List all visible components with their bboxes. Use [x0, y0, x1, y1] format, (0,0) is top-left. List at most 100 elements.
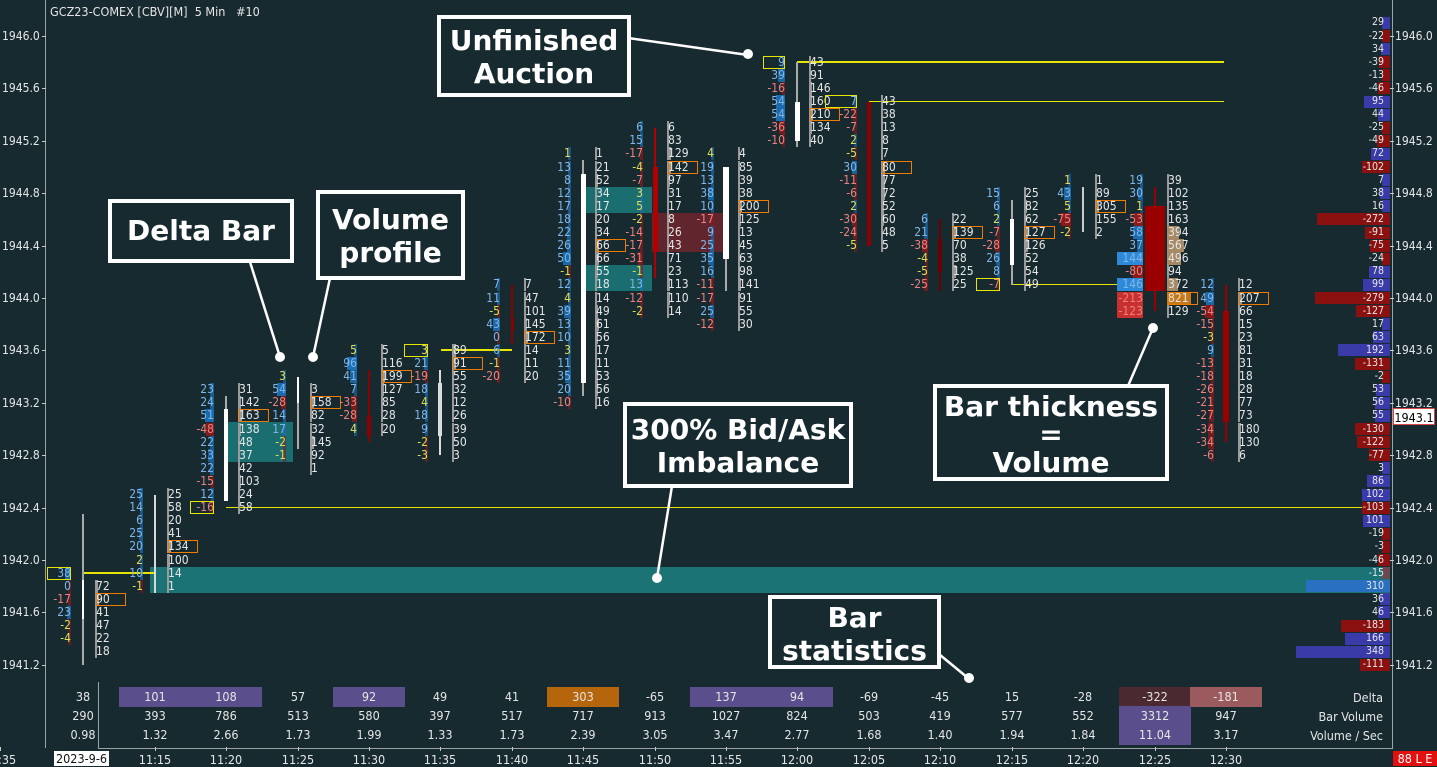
volume-profile-bar: [1095, 212, 1097, 226]
delta-intensity-bar: [640, 291, 643, 305]
stat-bar-volume: 824: [786, 708, 808, 723]
volume-profile-bar: [452, 448, 454, 462]
time-label: 11:40: [495, 752, 529, 767]
volume-profile-bar: [452, 396, 454, 410]
session-profile-value: -15: [1368, 566, 1384, 579]
delta-intensity-bar: [567, 226, 571, 239]
price-label-left: 1941.6: [2, 605, 40, 620]
delta-cell: -10: [767, 133, 785, 148]
volume-cell: 62: [1025, 211, 1039, 226]
delta-intensity-bar: [497, 370, 500, 384]
delta-cell: 10: [129, 565, 143, 580]
volume-profile-bar: [881, 108, 883, 122]
volume-cell: 63: [739, 251, 753, 266]
delta-intensity-bar: [68, 632, 71, 646]
delta-intensity-bar: [922, 239, 928, 253]
price-tick: [42, 36, 46, 37]
delta-intensity-bar: [425, 343, 428, 357]
delta-cell: -6: [1203, 447, 1214, 462]
delta-intensity-bar: [1133, 226, 1143, 239]
price-tick: [42, 350, 46, 352]
volume-profile-bar: [310, 422, 312, 436]
delta-cell: -4: [632, 159, 643, 174]
volume-cell: 22: [96, 631, 110, 646]
delta-intensity-bar: [640, 160, 643, 174]
session-profile-value: -2: [1374, 370, 1384, 383]
delta-cell: 43: [1057, 185, 1071, 200]
delta-intensity-bar: [711, 265, 714, 279]
volume-cell: 1: [311, 460, 318, 475]
session-profile-value: -130: [1362, 422, 1384, 435]
time-tick: [869, 747, 870, 751]
delta-cell: 18: [557, 211, 571, 226]
delta-intensity-bar: [67, 605, 71, 619]
volume-profile-bar: [167, 579, 169, 593]
volume-cell: 80: [882, 160, 912, 174]
candle-body: [652, 167, 658, 253]
delta-cell: 22: [200, 460, 214, 475]
session-profile-bar: [1382, 252, 1390, 265]
delta-cell: -28: [339, 408, 357, 423]
stat-delta: 101: [119, 687, 191, 707]
price-label-right: 1945.2: [1395, 133, 1433, 148]
delta-cell: 13: [629, 277, 643, 292]
candle-body: [723, 167, 729, 259]
delta-cell: 24: [200, 395, 214, 410]
session-profile-bar: [1380, 43, 1390, 56]
delta-intensity-bar: [852, 160, 857, 174]
session-profile-bar: [1345, 632, 1390, 645]
session-profile-value: -49: [1368, 134, 1384, 147]
delta-cell: 0: [64, 578, 71, 593]
volume-cell: 20: [525, 369, 539, 384]
delta-cell: 54: [771, 94, 785, 108]
volume-profile-bar: [1167, 186, 1169, 200]
delta-cell: 3: [636, 185, 643, 200]
volume-cell: 28: [382, 408, 396, 423]
volume-cell: 2: [1096, 225, 1103, 239]
delta-intensity-bar: [1061, 212, 1071, 226]
volume-cell: 60: [882, 211, 896, 226]
delta-cell: 4: [707, 146, 714, 161]
delta-cell: -12: [696, 316, 714, 331]
session-profile-bar: [1372, 331, 1390, 344]
delta-intensity-bar: [140, 553, 143, 567]
volume-profile-bar: [95, 645, 97, 659]
delta-intensity-bar: [1064, 186, 1071, 200]
volume-cell: 172: [525, 330, 555, 344]
session-profile-bar: [1382, 30, 1390, 42]
price-tick: [1390, 560, 1394, 561]
volume-profile-bar: [1167, 173, 1169, 187]
volume-cell: 158: [311, 396, 341, 410]
volume-cell: 94: [1168, 264, 1182, 279]
time-label: 12:10: [923, 752, 957, 767]
delta-cell: 96: [343, 356, 357, 370]
candle-body: [1082, 199, 1084, 207]
delta-intensity-bar: [1133, 265, 1143, 279]
volume-profile-bar: [1024, 186, 1026, 200]
volume-cell: 8: [882, 133, 889, 148]
volume-profile-bar: [667, 134, 669, 148]
delta-cell: -2: [632, 303, 643, 318]
delta-cell: -34: [1196, 434, 1214, 449]
volume-cell: 43: [810, 54, 824, 69]
delta-cell: 26: [986, 251, 1000, 266]
stat-row-label: Delta: [1352, 690, 1383, 705]
volume-profile-bar: [381, 357, 383, 370]
callout-unfinished-auction: Unfinished Auction: [437, 15, 631, 97]
volume-cell: 13: [739, 225, 753, 239]
session-profile-bar: [1314, 292, 1390, 304]
volume-profile-bar: [952, 278, 954, 292]
time-label: 12:35: [0, 752, 17, 767]
delta-cell: -5: [846, 238, 857, 253]
plot-area[interactable]: [45, 0, 1393, 748]
delta-cell: 35: [700, 251, 714, 266]
callout-delta-bar: Delta Bar: [108, 199, 294, 263]
volume-heat-cell: [1167, 239, 1184, 253]
session-profile-bar: [1338, 344, 1390, 357]
price-tick: [1390, 298, 1394, 299]
delta-cell: -11: [696, 277, 714, 292]
price-axis-right[interactable]: [1392, 0, 1437, 748]
date-label: 2023-9-6: [54, 751, 110, 766]
delta-cell: -2: [417, 434, 428, 449]
delta-cell: 2: [850, 133, 857, 148]
